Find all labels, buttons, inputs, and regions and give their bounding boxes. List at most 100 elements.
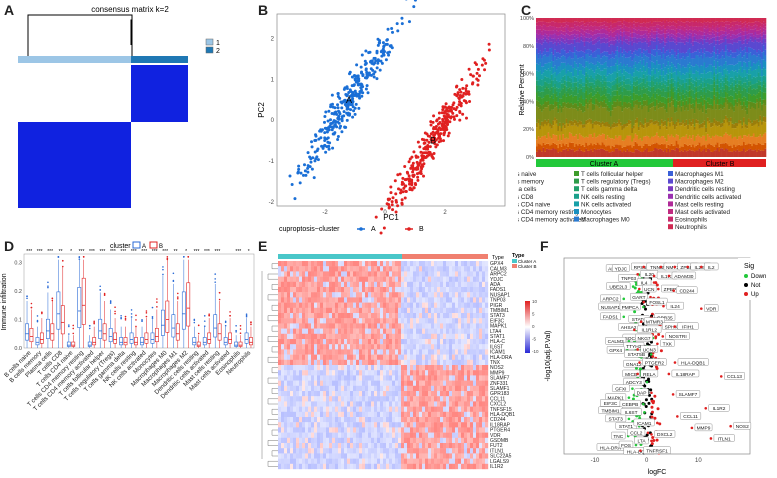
relative-segment (731, 64, 734, 71)
box-outlier (51, 299, 54, 302)
relative-segment (628, 36, 630, 42)
relative-segment (710, 108, 713, 123)
relative-segment (565, 137, 568, 144)
heatmap-cell (281, 276, 285, 282)
relative-segment (577, 18, 580, 22)
relative-segment (723, 37, 726, 42)
relative-segment (687, 30, 690, 35)
heatmap-cell (305, 266, 309, 272)
relative-segment (562, 48, 565, 56)
pca-point (473, 61, 477, 65)
heatmap-cell (404, 292, 408, 298)
heatmap-cell (485, 271, 489, 277)
relative-segment (644, 100, 647, 106)
cell-type-label: Neutrophils (675, 224, 707, 231)
pca-point (381, 41, 385, 45)
cell-type-label: Macrophages M1 (675, 171, 724, 178)
heatmap-cell (437, 261, 441, 267)
relative-segment (606, 93, 609, 99)
relative-segment (739, 145, 742, 152)
relative-segment (595, 120, 598, 125)
relative-segment (623, 87, 626, 96)
relative-segment (586, 95, 589, 103)
relative-segment (672, 149, 675, 157)
heatmap-cell (296, 276, 300, 282)
relative-segment (761, 86, 764, 92)
relative-segment (757, 18, 760, 22)
relative-segment (559, 58, 561, 66)
relative-segment (603, 51, 606, 56)
relative-segment (563, 124, 566, 129)
relative-segment (705, 51, 708, 58)
relative-segment (641, 109, 644, 124)
pca-points: AB (288, 0, 491, 235)
relative-segment (590, 25, 593, 31)
heatmap-cell (371, 307, 375, 314)
relative-segment (580, 88, 583, 96)
heatmap-cell (401, 302, 405, 308)
relative-segment (644, 50, 647, 56)
relative-segment (577, 145, 580, 151)
relative-segment (680, 58, 683, 68)
relative-segment (598, 134, 601, 145)
relative-segment (690, 29, 693, 34)
relative-segment (601, 64, 604, 71)
relative-segment (572, 97, 575, 105)
relative-segment (724, 68, 727, 75)
relative-segment (586, 53, 589, 62)
heatmap-cell (293, 297, 297, 303)
relative-segment (726, 85, 729, 94)
relative-segment (644, 93, 647, 101)
relative-segment (585, 18, 588, 22)
pca-point (464, 89, 468, 93)
relative-segment (586, 150, 589, 157)
relative-segment (563, 40, 566, 44)
relative-segment (701, 73, 704, 82)
relative-segment (600, 18, 603, 23)
relative-segment (701, 127, 704, 136)
relative-segment (577, 21, 580, 26)
relative-segment (664, 138, 667, 145)
relative-segment (595, 80, 598, 88)
relative-segment (642, 124, 645, 129)
relative-segment (634, 42, 637, 50)
relative-segment (764, 61, 767, 70)
pca-point (363, 76, 367, 80)
heatmap-cell (368, 313, 372, 319)
box-outlier (197, 332, 200, 335)
relative-segment (613, 22, 616, 28)
relative-segment (619, 31, 622, 36)
relative-segment (639, 138, 642, 146)
relative-segment (642, 66, 645, 75)
relative-segment (747, 22, 750, 26)
heatmap-cell (302, 302, 306, 308)
pca-point (406, 177, 410, 181)
relative-segment (698, 110, 701, 125)
relative-segment (726, 134, 729, 145)
pca-point (322, 120, 326, 124)
pca-point (329, 118, 333, 122)
heatmap-cell (356, 307, 360, 314)
heatmap-cell (404, 271, 408, 277)
relative-segment (567, 30, 570, 35)
relative-segment (693, 126, 696, 130)
pca-point (316, 158, 320, 162)
relative-segment (603, 149, 606, 157)
heatmap-cell (380, 313, 384, 319)
relative-segment (557, 112, 560, 126)
relative-segment (752, 76, 755, 85)
relative-segment (683, 74, 686, 83)
relative-segment (540, 151, 543, 157)
relative-segment (747, 53, 750, 62)
heatmap-cell (386, 271, 390, 277)
relative-segment (692, 124, 695, 136)
relative-segment (651, 96, 653, 103)
relative-segment (734, 99, 737, 105)
relative-segment (733, 79, 736, 87)
relative-segment (703, 82, 706, 88)
heatmap-cell (326, 307, 330, 314)
relative-segment (649, 18, 652, 22)
relative-segment (605, 77, 607, 82)
relative-segment (629, 18, 632, 22)
relative-segment (710, 43, 713, 54)
